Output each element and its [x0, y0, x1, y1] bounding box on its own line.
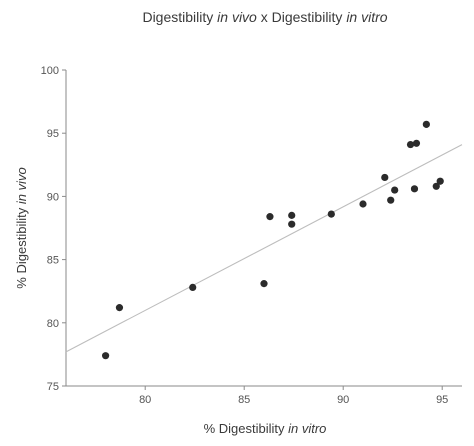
- data-point: [410, 185, 419, 193]
- chart-title-part: Digestibility: [142, 9, 217, 25]
- points-layer: [102, 120, 444, 360]
- x-axis-label-part: in vitro: [288, 421, 326, 436]
- y-tick-label: 90: [47, 191, 59, 203]
- x-tick-label: 95: [436, 394, 448, 406]
- data-point: [381, 173, 389, 182]
- chart-title-part: x Digestibility: [257, 9, 346, 25]
- data-point: [359, 200, 367, 208]
- axes: 80 85 90 95 75 80 85 90 95 100: [41, 65, 462, 406]
- data-point: [115, 304, 124, 312]
- data-point: [432, 182, 440, 190]
- trendline: [65, 144, 463, 353]
- data-point: [327, 210, 335, 218]
- y-tick-label: 95: [47, 128, 59, 140]
- data-point: [266, 213, 274, 221]
- y-tick-label: 75: [47, 381, 59, 393]
- y-tick-label: 80: [47, 318, 59, 330]
- x-tick-label: 90: [337, 394, 349, 406]
- x-tick-label: 85: [238, 394, 250, 406]
- chart-title-part: in vivo: [217, 9, 257, 25]
- data-point: [288, 211, 296, 219]
- data-point: [436, 177, 444, 185]
- data-point: [387, 196, 395, 204]
- x-axis-label: % Digestibility in vitro: [204, 421, 327, 436]
- data-point: [260, 280, 268, 288]
- y-axis-label: % Digestibility in vivo: [14, 167, 29, 288]
- data-point: [288, 220, 296, 228]
- chart-title: Digestibility in vivo x Digestibility in…: [142, 9, 387, 25]
- data-point: [189, 283, 197, 292]
- data-point: [422, 120, 430, 128]
- trendline-layer: [65, 144, 463, 353]
- y-axis-label-part: in vivo: [14, 167, 29, 204]
- y-tick-label: 85: [47, 255, 59, 267]
- x-axis-label-part: % Digestibility: [204, 421, 289, 436]
- y-tick-label: 100: [41, 65, 59, 77]
- data-point: [406, 140, 415, 149]
- data-point: [102, 352, 110, 360]
- data-point: [391, 186, 399, 194]
- data-point: [412, 139, 421, 147]
- chart-title-part: in vitro: [346, 9, 387, 25]
- x-tick-label: 80: [139, 394, 151, 406]
- y-axis-label-part: % Digestibility: [14, 204, 29, 289]
